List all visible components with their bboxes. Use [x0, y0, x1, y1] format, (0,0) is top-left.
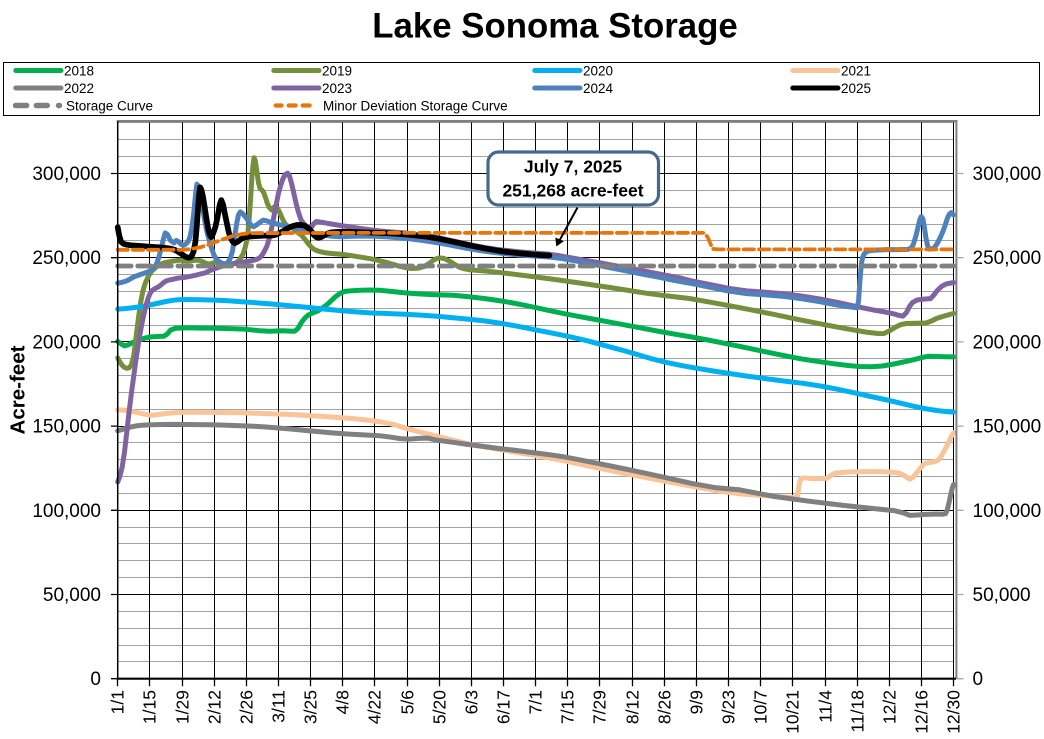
svg-text:2024: 2024	[583, 81, 614, 96]
svg-text:2022: 2022	[64, 81, 94, 96]
svg-text:1/1: 1/1	[108, 690, 128, 714]
svg-text:251,268 acre-feet: 251,268 acre-feet	[502, 181, 643, 201]
svg-text:100,000: 100,000	[32, 501, 101, 522]
svg-text:Storage Curve: Storage Curve	[66, 98, 153, 113]
svg-text:2/26: 2/26	[237, 690, 257, 724]
svg-text:300,000: 300,000	[973, 164, 1042, 185]
svg-text:200,000: 200,000	[32, 332, 101, 353]
svg-text:50,000: 50,000	[43, 585, 101, 606]
svg-text:0: 0	[90, 669, 101, 690]
svg-text:10/7: 10/7	[751, 690, 771, 724]
svg-text:50,000: 50,000	[973, 585, 1031, 606]
svg-text:11/18: 11/18	[848, 690, 868, 733]
svg-text:7/29: 7/29	[590, 690, 610, 724]
svg-text:100,000: 100,000	[973, 501, 1042, 522]
svg-text:3/25: 3/25	[301, 690, 321, 724]
svg-text:9/9: 9/9	[687, 690, 707, 714]
svg-text:300,000: 300,000	[32, 164, 101, 185]
svg-text:5/6: 5/6	[398, 690, 418, 714]
svg-text:Lake Sonoma Storage: Lake Sonoma Storage	[372, 7, 737, 46]
svg-text:200,000: 200,000	[973, 332, 1042, 353]
svg-text:150,000: 150,000	[32, 417, 101, 438]
svg-text:2019: 2019	[322, 63, 352, 78]
svg-text:4/22: 4/22	[365, 690, 385, 724]
svg-text:3/11: 3/11	[269, 690, 289, 723]
svg-text:7/1: 7/1	[526, 690, 546, 714]
svg-text:Minor Deviation Storage Curve: Minor Deviation Storage Curve	[323, 98, 508, 113]
svg-text:8/12: 8/12	[623, 690, 643, 724]
svg-text:12/30: 12/30	[944, 690, 964, 734]
svg-text:150,000: 150,000	[973, 417, 1042, 438]
svg-text:1/29: 1/29	[173, 690, 193, 724]
svg-text:12/16: 12/16	[912, 690, 932, 734]
svg-text:2018: 2018	[64, 63, 94, 78]
svg-text:2020: 2020	[583, 63, 613, 78]
svg-text:6/17: 6/17	[494, 690, 514, 724]
svg-text:2021: 2021	[841, 63, 871, 78]
svg-text:250,000: 250,000	[32, 248, 101, 269]
svg-text:12/2: 12/2	[880, 690, 900, 724]
svg-text:6/3: 6/3	[462, 690, 482, 714]
svg-text:4/8: 4/8	[333, 690, 353, 714]
svg-text:1/15: 1/15	[140, 690, 160, 724]
svg-text:Acre-feet: Acre-feet	[7, 345, 30, 434]
svg-text:2/12: 2/12	[205, 690, 225, 724]
svg-text:9/23: 9/23	[719, 690, 739, 724]
svg-text:250,000: 250,000	[973, 248, 1042, 269]
svg-text:11/4: 11/4	[816, 690, 836, 723]
svg-text:5/20: 5/20	[430, 690, 450, 724]
svg-text:July 7, 2025: July 7, 2025	[524, 157, 623, 177]
svg-text:0: 0	[973, 669, 984, 690]
svg-text:7/15: 7/15	[558, 690, 578, 724]
svg-text:10/21: 10/21	[783, 690, 803, 734]
svg-text:2025: 2025	[841, 81, 871, 96]
svg-text:8/26: 8/26	[655, 690, 675, 724]
svg-text:2023: 2023	[322, 81, 352, 96]
